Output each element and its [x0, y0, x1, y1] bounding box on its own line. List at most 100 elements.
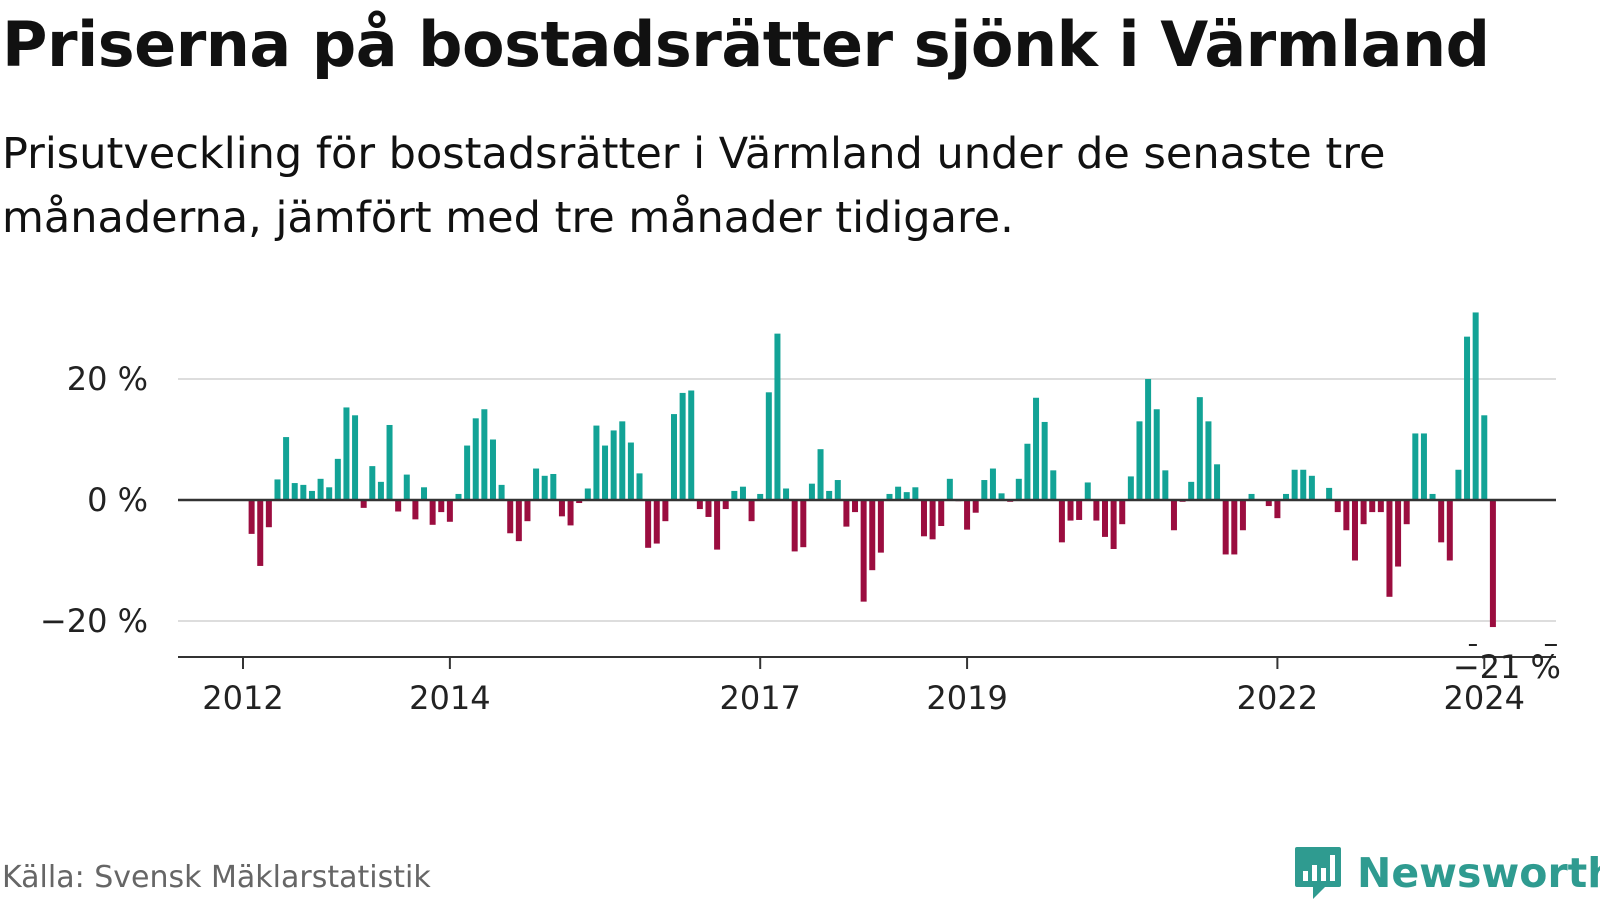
bar — [817, 449, 824, 500]
bar — [1308, 475, 1315, 500]
bar — [688, 390, 695, 500]
bar — [748, 500, 755, 522]
bar — [1058, 500, 1065, 543]
bar — [446, 500, 453, 522]
bar — [1377, 500, 1384, 513]
bar — [1334, 500, 1341, 513]
bar — [783, 488, 790, 500]
bar — [421, 487, 428, 500]
bar — [705, 500, 712, 517]
bar — [550, 473, 557, 500]
bar — [1446, 500, 1453, 561]
x-axis-ticks: 2012 2014 2017 2019 2022 2024 — [202, 657, 1525, 717]
bar — [1472, 312, 1479, 500]
bar — [1067, 500, 1074, 521]
bar — [1170, 500, 1177, 531]
bar — [438, 500, 445, 513]
bar — [636, 473, 643, 500]
bar — [1300, 469, 1307, 500]
x-tick-label: 2024 — [1444, 679, 1525, 717]
y-tick-label: 0 % — [87, 481, 148, 519]
bar — [903, 492, 910, 500]
bar — [1015, 478, 1022, 500]
bar — [584, 488, 591, 500]
bar — [1386, 500, 1393, 597]
bar — [981, 480, 988, 500]
bar — [765, 392, 772, 500]
bar — [826, 490, 833, 500]
bar — [377, 481, 384, 500]
bar — [515, 500, 522, 542]
bar — [1412, 433, 1419, 500]
x-tick-label: 2017 — [719, 679, 800, 717]
bar — [1093, 500, 1100, 521]
bar — [1420, 433, 1427, 500]
chart-subtitle: Prisutveckling för bostadsrätter i Värml… — [2, 129, 1386, 243]
bar — [1395, 500, 1402, 567]
bar — [852, 500, 859, 513]
bar — [403, 474, 410, 500]
x-tick-label: 2022 — [1237, 679, 1318, 717]
x-tick-label: 2012 — [202, 679, 283, 717]
bar — [1188, 481, 1195, 500]
bar — [1119, 500, 1126, 525]
bar — [1455, 469, 1462, 500]
bar — [308, 490, 315, 500]
bar — [972, 500, 979, 513]
last-value-annotation: −21 % — [1453, 644, 1561, 686]
bar — [929, 500, 936, 540]
bar — [1403, 500, 1410, 525]
bar — [1489, 500, 1496, 628]
bar — [800, 500, 807, 548]
bar — [946, 478, 953, 500]
newsworthy-bar-chart-icon — [1295, 847, 1341, 899]
bar — [1360, 500, 1367, 525]
bar — [714, 500, 721, 550]
bar — [1369, 500, 1376, 513]
bar — [317, 478, 324, 500]
y-tick-label: −20 % — [40, 602, 148, 640]
bar — [300, 484, 307, 501]
bar — [619, 421, 626, 500]
bar — [834, 480, 841, 500]
bar — [1438, 500, 1445, 543]
last-value-label: −21 % — [1453, 648, 1561, 686]
bar — [489, 439, 496, 500]
bar — [481, 409, 488, 500]
bar — [1291, 469, 1298, 500]
bar — [455, 493, 462, 500]
bar — [533, 468, 540, 500]
bar — [627, 442, 634, 501]
bar — [791, 500, 798, 552]
bar — [722, 500, 729, 510]
bar — [1429, 493, 1436, 500]
x-tick-label: 2014 — [409, 679, 490, 717]
bar — [395, 500, 402, 512]
bar — [1343, 500, 1350, 531]
bar — [938, 500, 945, 527]
bar — [1076, 500, 1083, 520]
bar — [248, 500, 255, 534]
bar — [964, 500, 971, 530]
bar — [860, 500, 867, 602]
bar — [1464, 336, 1471, 500]
bar — [1162, 470, 1169, 500]
bar — [808, 483, 815, 500]
bar — [1145, 379, 1152, 500]
newsworthy-logo[interactable]: Newsworthy — [1293, 843, 1600, 903]
y-gridlines — [178, 378, 1556, 622]
bar — [1326, 487, 1333, 500]
bar — [412, 500, 419, 520]
bar — [1136, 421, 1143, 500]
bar — [265, 500, 272, 528]
bar — [576, 500, 583, 504]
bar — [257, 500, 264, 566]
bar — [1481, 415, 1488, 500]
bar — [1205, 421, 1212, 500]
bar — [558, 500, 565, 517]
bar — [1041, 421, 1048, 500]
bar — [1050, 470, 1057, 500]
bar — [1351, 500, 1358, 561]
bar — [602, 445, 609, 500]
bar — [877, 500, 884, 553]
